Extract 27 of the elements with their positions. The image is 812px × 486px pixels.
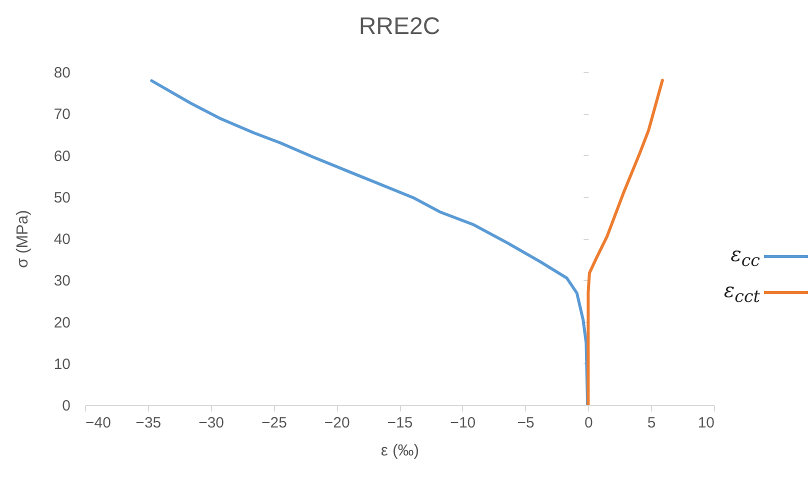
line-series: [150, 79, 590, 405]
x-tick-label: −40: [86, 414, 111, 432]
x-tick-label: −20: [324, 414, 350, 432]
legend-label: ε$_{cc}$: [730, 242, 760, 270]
x-tick-label: 0: [584, 414, 593, 432]
y-axis-title: σ (MPa): [14, 210, 32, 268]
y-tick-label: 60: [54, 148, 70, 165]
y-tick-label: 10: [54, 356, 70, 373]
x-axis-title: ε (‰): [380, 442, 420, 460]
x-tick-label: −5: [517, 414, 534, 432]
y-tick-label: 40: [54, 231, 70, 248]
y-tick-label: 70: [54, 106, 70, 124]
x-tick-label: −15: [387, 414, 413, 432]
y-tick-label: 50: [54, 189, 70, 206]
x-tick-label: 10: [698, 414, 714, 432]
y-tick-label: 0: [62, 398, 70, 414]
x-tick-label: −10: [450, 414, 476, 432]
legend-label: ε$_{cct}$: [724, 278, 760, 306]
y-tick-label: 20: [54, 314, 70, 332]
x-tick-label: −25: [261, 414, 287, 432]
y-tick-label: 30: [54, 272, 70, 290]
x-tick-label: 5: [647, 414, 656, 432]
y-tick-label: 80: [54, 64, 70, 82]
line-series: [586, 78, 664, 405]
x-tick-label: −30: [198, 414, 224, 432]
chart-title: RRE2C: [358, 13, 440, 40]
x-tick-label: −35: [136, 414, 162, 432]
